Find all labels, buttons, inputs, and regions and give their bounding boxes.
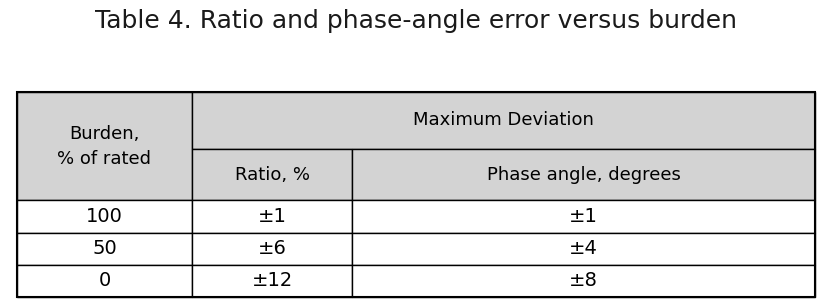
Bar: [17, 92, 192, 200]
Bar: [17, 265, 192, 297]
Text: Burden,
% of rated: Burden, % of rated: [57, 125, 151, 168]
Bar: [352, 233, 815, 265]
Text: 0: 0: [98, 271, 111, 290]
Bar: [192, 149, 352, 200]
Text: ±4: ±4: [569, 239, 598, 258]
Bar: [352, 200, 815, 233]
Bar: [17, 92, 815, 297]
Text: Table 4. Ratio and phase-angle error versus burden: Table 4. Ratio and phase-angle error ver…: [95, 9, 737, 33]
Bar: [352, 149, 815, 200]
Text: ±1: ±1: [569, 207, 598, 226]
Text: ±8: ±8: [569, 271, 598, 290]
Text: 100: 100: [86, 207, 123, 226]
Text: 50: 50: [92, 239, 116, 258]
Bar: [17, 233, 192, 265]
Text: Maximum Deviation: Maximum Deviation: [414, 111, 594, 129]
Bar: [192, 92, 815, 149]
Bar: [192, 233, 352, 265]
Bar: [352, 265, 815, 297]
Bar: [17, 200, 192, 233]
Text: Ratio, %: Ratio, %: [235, 166, 310, 184]
Text: Phase angle, degrees: Phase angle, degrees: [487, 166, 681, 184]
Text: ±1: ±1: [258, 207, 287, 226]
Text: ±12: ±12: [251, 271, 293, 290]
Bar: [192, 265, 352, 297]
Bar: [192, 200, 352, 233]
Text: ±6: ±6: [258, 239, 287, 258]
